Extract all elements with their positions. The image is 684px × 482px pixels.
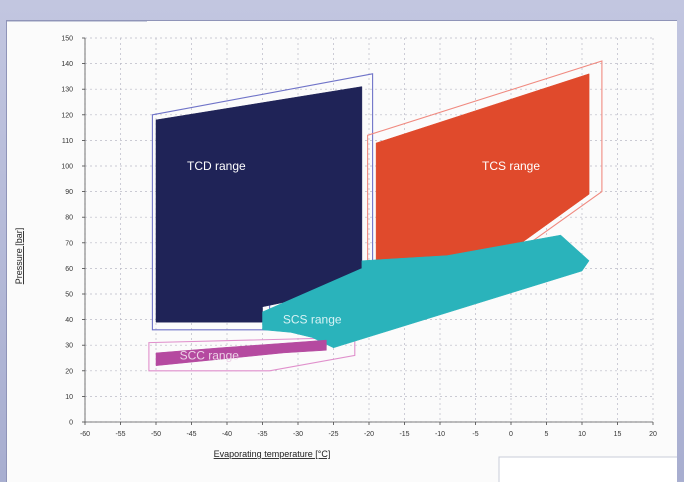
x-tick-label: -20 [364, 431, 374, 438]
scc-range-outline [148, 336, 356, 372]
x-tick-label: 10 [578, 431, 586, 438]
tick-labels: -60 -55 -50 -45 -40 -35 -30 -25 -20 -15 -10 -5 0 5 10 1… [61, 36, 657, 439]
y-tick-label: 0 [69, 420, 73, 427]
y-tick-label: 150 [61, 36, 73, 43]
x-tick-label: -5 [472, 431, 478, 438]
x-tick-label: 0 [509, 431, 513, 438]
y-tick-label: 90 [65, 189, 73, 196]
tcd-range-area [155, 86, 363, 323]
y-tick-label: 60 [65, 266, 73, 273]
y-tick-label: 130 [61, 87, 73, 94]
axes [82, 37, 654, 425]
y-tick-label: 20 [65, 368, 73, 375]
y-tick-label: 40 [65, 317, 73, 324]
x-tick-label: -50 [151, 431, 161, 438]
x-tick-label: 15 [614, 431, 622, 438]
y-tick-label: 140 [61, 61, 73, 68]
y-tick-label: 80 [65, 215, 73, 222]
y-axis-title: Pressure [bar] [14, 228, 24, 285]
scc-range-label: SCC range [180, 348, 240, 362]
y-tick-label: 110 [62, 138, 73, 145]
x-tick-label: -45 [186, 431, 196, 438]
y-tick-label: 10 [65, 394, 73, 401]
x-tick-label: -25 [328, 431, 338, 438]
y-tick-label: 100 [61, 164, 73, 171]
inset-box [498, 456, 677, 482]
chart-panel: TCD range TCS range SCS range SCC range -60… [6, 20, 677, 482]
tcd-range-label: TCD range [187, 159, 246, 173]
tcs-range-label: TCS range [482, 159, 540, 173]
scs-range-area [262, 234, 590, 349]
x-tick-label: -60 [80, 431, 90, 438]
x-tick-label: 20 [649, 431, 657, 438]
operating-envelope-chart: TCD range TCS range SCS range SCC range -60… [7, 21, 677, 482]
y-tick-label: 70 [65, 240, 73, 247]
scc-range-area [155, 339, 327, 366]
regions [155, 73, 590, 366]
scs-range-label: SCS range [283, 313, 342, 327]
y-tick-label: 30 [65, 343, 73, 350]
x-tick-label: -30 [293, 431, 303, 438]
x-tick-label: -40 [222, 431, 232, 438]
region-labels: TCD range TCS range SCS range SCC range [180, 159, 541, 362]
x-axis-title: Evaporating temperature [°C] [214, 449, 331, 459]
x-tick-label: -10 [435, 431, 445, 438]
x-tick-label: 5 [545, 431, 549, 438]
x-tick-label: -15 [399, 431, 409, 438]
y-tick-label: 120 [61, 112, 73, 119]
x-tick-label: -55 [115, 431, 125, 438]
y-tick-label: 50 [65, 292, 73, 299]
x-tick-label: -35 [257, 431, 267, 438]
